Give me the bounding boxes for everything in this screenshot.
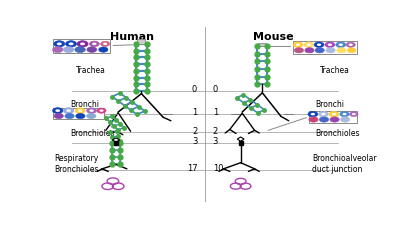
Circle shape [63,47,74,53]
Circle shape [52,47,63,53]
Circle shape [308,111,318,117]
Circle shape [326,48,335,53]
Circle shape [340,117,350,122]
Circle shape [314,42,324,47]
Circle shape [75,108,85,114]
Circle shape [54,41,65,47]
Circle shape [325,42,335,47]
Circle shape [89,41,99,47]
Circle shape [92,43,96,45]
Circle shape [318,111,328,117]
Text: Human: Human [110,32,154,42]
Circle shape [66,109,71,112]
FancyBboxPatch shape [258,43,266,47]
Circle shape [294,48,304,53]
Text: Bronchioles: Bronchioles [70,129,115,138]
Text: 3: 3 [213,137,218,146]
Text: 0: 0 [192,85,197,94]
Text: 17: 17 [187,164,197,173]
Circle shape [350,112,358,116]
Text: Trachea: Trachea [320,67,350,75]
Text: 1: 1 [192,108,197,116]
Circle shape [63,108,74,114]
Circle shape [86,114,96,119]
Circle shape [321,113,326,115]
Circle shape [89,109,94,112]
Text: 0: 0 [213,85,218,94]
Circle shape [315,48,324,53]
Circle shape [100,41,110,47]
Circle shape [87,47,97,52]
Circle shape [304,42,314,47]
Circle shape [52,108,63,114]
Text: 3: 3 [192,137,197,146]
Text: Bronchioalveolar
duct junction: Bronchioalveolar duct junction [312,153,376,174]
Circle shape [293,42,303,47]
Text: Bronchi: Bronchi [70,100,99,109]
Circle shape [80,42,85,45]
Circle shape [305,48,314,53]
Circle shape [97,108,106,113]
Text: Trachea: Trachea [76,67,106,75]
Circle shape [78,109,82,112]
FancyBboxPatch shape [53,39,110,53]
Circle shape [65,114,74,119]
Circle shape [77,41,88,47]
Circle shape [68,42,74,45]
Circle shape [347,48,356,53]
Circle shape [328,43,332,46]
Text: 1: 1 [213,108,218,116]
Circle shape [338,43,343,46]
Text: Bronchi: Bronchi [315,100,344,109]
Circle shape [66,41,77,47]
Circle shape [296,43,300,46]
Circle shape [86,108,96,114]
Circle shape [55,109,60,112]
Circle shape [311,113,315,115]
Polygon shape [112,138,120,142]
Circle shape [99,47,108,52]
Text: Mouse: Mouse [253,32,294,42]
Text: Bronchioles: Bronchioles [315,129,360,138]
Circle shape [337,48,346,53]
Text: Respiratory
Bronchioles: Respiratory Bronchioles [55,153,99,174]
Circle shape [330,117,339,122]
Circle shape [76,114,85,119]
Circle shape [75,47,85,53]
Circle shape [307,43,311,46]
FancyBboxPatch shape [53,108,104,119]
Circle shape [332,113,336,115]
Polygon shape [237,137,244,141]
FancyBboxPatch shape [138,39,146,44]
Circle shape [346,42,355,47]
Circle shape [319,117,329,122]
Text: 2: 2 [213,127,218,136]
FancyBboxPatch shape [293,41,357,54]
Circle shape [342,113,346,115]
Circle shape [103,43,107,45]
Circle shape [336,42,346,47]
Circle shape [340,111,349,117]
Circle shape [54,114,63,119]
Text: 10: 10 [213,164,223,173]
FancyBboxPatch shape [309,111,357,123]
Circle shape [317,43,321,46]
Circle shape [309,117,318,122]
Circle shape [329,111,339,117]
Circle shape [349,44,353,46]
Circle shape [352,113,356,115]
Text: 2: 2 [192,127,197,136]
Circle shape [99,109,104,112]
Circle shape [57,42,62,45]
